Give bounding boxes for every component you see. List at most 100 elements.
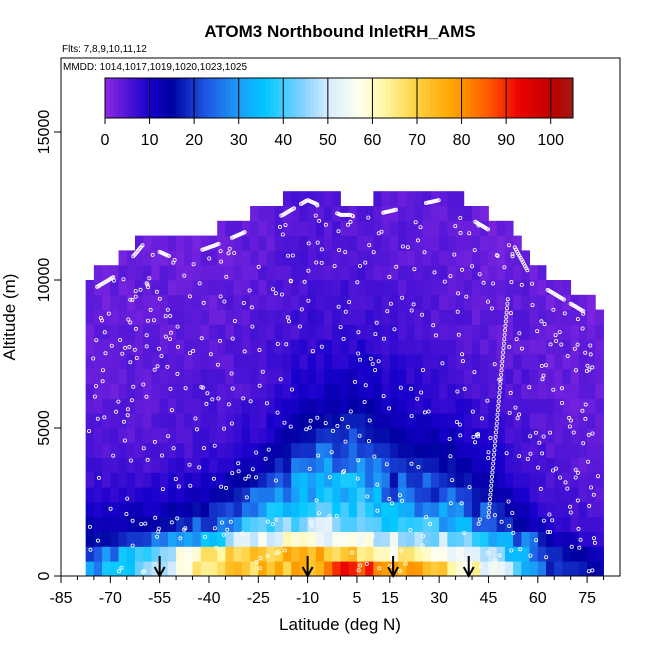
colorbar-swatch: [470, 78, 476, 118]
track-point: [175, 516, 180, 521]
colorbar-swatch: [203, 78, 209, 118]
heatmap-cell: [282, 191, 292, 207]
heatmap-cell: [200, 250, 210, 266]
track-point: [167, 337, 172, 342]
heatmap-cell: [167, 442, 177, 458]
heatmap-cell: [578, 309, 588, 325]
heatmap-cell: [274, 487, 284, 503]
y-tick-label: 5000: [36, 410, 53, 446]
track-point: [175, 324, 180, 329]
track-point: [499, 368, 504, 373]
track-point: [240, 531, 245, 536]
heatmap-cell: [299, 280, 309, 296]
heatmap-cell: [208, 265, 218, 281]
heatmap-cell: [595, 368, 604, 384]
track-point: [561, 297, 566, 302]
heatmap-cell: [332, 309, 341, 325]
heatmap-cell: [217, 472, 226, 488]
track-point: [493, 434, 498, 439]
heatmap-cell: [184, 546, 193, 562]
heatmap-cell: [480, 531, 489, 547]
track-point: [306, 241, 311, 246]
heatmap-cell: [282, 250, 292, 266]
heatmap-cell: [110, 531, 119, 547]
heatmap-cell: [315, 502, 325, 518]
heatmap-cell: [200, 235, 210, 251]
track-point: [242, 230, 247, 235]
track-point: [207, 256, 212, 261]
heatmap-cell: [537, 265, 547, 281]
track-point: [144, 344, 149, 349]
track-point: [313, 213, 318, 218]
heatmap-cell: [414, 487, 424, 503]
track-point: [215, 362, 220, 367]
heatmap-cell: [159, 442, 169, 458]
heatmap-cell: [348, 487, 358, 503]
heatmap-cell: [554, 561, 563, 577]
heatmap-cell: [398, 309, 407, 325]
heatmap-cell: [504, 457, 514, 473]
colorbar-swatch: [559, 78, 565, 118]
heatmap-cell: [562, 442, 572, 458]
track-point: [456, 332, 461, 337]
track-point: [355, 280, 360, 285]
heatmap-cell: [241, 280, 251, 296]
heatmap-cell: [151, 516, 161, 532]
track-point: [315, 240, 320, 245]
track-point: [384, 462, 389, 467]
track-point: [586, 459, 591, 464]
heatmap-cell: [85, 324, 95, 340]
heatmap-cell: [118, 354, 128, 370]
heatmap-cell: [389, 502, 399, 518]
heatmap-cell: [365, 383, 374, 399]
track-point: [394, 264, 399, 269]
x-tick-label: 60: [529, 590, 547, 607]
heatmap-cell: [381, 324, 391, 340]
heatmap-cell: [324, 235, 333, 251]
track-point: [316, 453, 321, 458]
colorbar-swatch: [537, 78, 543, 118]
heatmap-cell: [537, 457, 547, 473]
heatmap-cell: [134, 442, 144, 458]
heatmap-cell: [406, 472, 415, 488]
heatmap-cell: [315, 398, 325, 414]
track-point: [371, 250, 376, 255]
heatmap-cell: [381, 428, 391, 444]
track-point: [254, 559, 259, 564]
heatmap-cell: [315, 442, 325, 458]
heatmap-cell: [422, 324, 432, 340]
heatmap-cell: [439, 472, 448, 488]
heatmap-cell: [274, 294, 284, 310]
track-point: [485, 299, 490, 304]
heatmap-cell: [529, 294, 539, 310]
chart-title: ATOM3 Northbound InletRH_AMS: [204, 22, 475, 41]
heatmap-cell: [578, 502, 588, 518]
heatmap-cell: [570, 516, 580, 532]
track-point: [420, 367, 425, 372]
heatmap-cell: [513, 280, 522, 296]
heatmap-cell: [208, 546, 218, 562]
heatmap-cell: [291, 206, 300, 222]
heatmap-cell: [373, 398, 382, 414]
heatmap-cell: [167, 235, 177, 251]
heatmap-cell: [266, 206, 276, 222]
track-point: [140, 570, 145, 575]
track-point: [467, 485, 472, 490]
heatmap-cell: [315, 206, 325, 222]
track-point: [257, 383, 262, 388]
heatmap-cell: [217, 457, 226, 473]
heatmap-cell: [356, 398, 366, 414]
heatmap-cell: [537, 413, 547, 429]
colorbar-tick-label: 30: [230, 132, 248, 149]
track-point: [275, 341, 280, 346]
heatmap-cell: [274, 472, 284, 488]
track-point: [306, 298, 311, 303]
heatmap-cell: [192, 339, 202, 355]
track-point: [155, 364, 160, 369]
heatmap-cell: [463, 220, 473, 236]
heatmap-cell: [398, 206, 407, 222]
colorbar-swatch: [488, 78, 494, 118]
heatmap-cell: [554, 309, 563, 325]
track-point: [519, 346, 524, 351]
heatmap-cell: [291, 280, 300, 296]
